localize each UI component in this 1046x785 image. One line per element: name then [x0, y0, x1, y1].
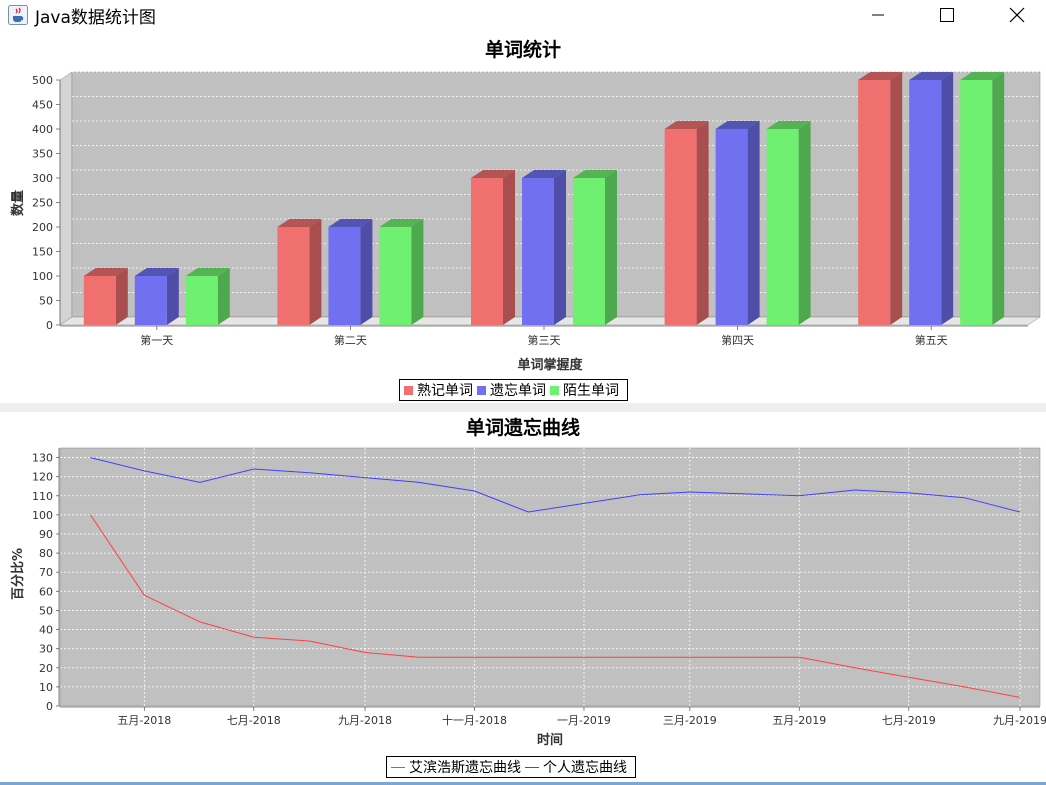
- window-title: Java数据统计图: [35, 7, 156, 28]
- line-x-tick-label: 十一月-2018: [442, 713, 507, 727]
- title-bar: Java数据统计图: [0, 0, 1046, 30]
- line-y-tick-label: 90: [39, 528, 53, 541]
- line-y-tick-label: 40: [39, 624, 53, 637]
- bar-x-tick-label: 第四天: [721, 333, 754, 347]
- bar-chart-ylabel: 数量: [10, 190, 26, 216]
- line-y-tick-label: 50: [39, 604, 53, 617]
- series-line-0: [90, 514, 1021, 698]
- legend-item: 个人遗忘曲线: [525, 757, 627, 777]
- bar: [471, 170, 515, 325]
- bar-chart-legend: 熟记单词 遗忘单词 陌生单词: [399, 379, 628, 401]
- bar-y-tick-label: 500: [32, 74, 53, 87]
- panel-divider: [0, 403, 1046, 412]
- line-y-tick-label: 20: [39, 662, 53, 675]
- legend-label: 个人遗忘曲线: [543, 760, 627, 776]
- line-x-tick-label: 九月-2018: [338, 714, 392, 727]
- legend-item: 熟记单词: [404, 380, 473, 400]
- line-y-tick-label: 0: [46, 700, 53, 713]
- line-y-tick-label: 70: [39, 566, 53, 579]
- bar-x-tick-label: 第一天: [140, 333, 173, 347]
- legend-swatch: [550, 385, 559, 395]
- line-chart-legend: 艾滨浩斯遗忘曲线 个人遗忘曲线: [386, 756, 636, 778]
- bar-chart: 单词统计 0 50 100 150 200 250 300 350 400 450 500 第一天 第二…: [10, 38, 1041, 373]
- bar: [573, 170, 617, 325]
- legend-item: 遗忘单词: [477, 380, 546, 400]
- line-x-tick-label: 一月-2019: [557, 714, 611, 727]
- bar: [909, 72, 954, 325]
- line-y-tick-label: 10: [39, 681, 53, 694]
- bar-y-tick-label: 200: [32, 221, 53, 234]
- bar: [185, 268, 230, 325]
- line-x-tick-label: 九月-2019: [993, 714, 1046, 727]
- bar-y-tick-label: 150: [32, 246, 53, 259]
- legend-item: 艾滨浩斯遗忘曲线: [391, 757, 521, 777]
- legend-item: 陌生单词: [550, 380, 619, 400]
- bar-y-tick-label: 100: [32, 270, 53, 283]
- line-y-tick-label: 110: [32, 490, 53, 503]
- bar-x-tick-label: 第三天: [528, 333, 561, 347]
- line-x-tick-label: 七月-2019: [882, 714, 936, 727]
- bar-y-tick-label: 450: [32, 99, 53, 112]
- maximize-icon: [940, 8, 954, 22]
- line-x-tick-label: 三月-2019: [663, 714, 717, 727]
- bar: [134, 268, 179, 325]
- bar-chart-panel: 单词统计 0 50 100 150 200 250 300 350 400 450 500 第一天 第二…: [0, 31, 1046, 403]
- close-icon: [1009, 7, 1025, 23]
- bar-y-tick-label: 300: [32, 172, 53, 185]
- series-line-1: [90, 457, 1021, 513]
- bar-y-tick-label: 400: [32, 123, 53, 136]
- bar-y-tick-label: 0: [46, 319, 53, 332]
- legend-label: 艾滨浩斯遗忘曲线: [409, 760, 521, 776]
- bar-x-tick-label: 第五天: [915, 333, 948, 347]
- line-y-tick-label: 130: [32, 452, 53, 465]
- close-button[interactable]: [994, 0, 1040, 30]
- line-x-tick-label: 七月-2018: [227, 714, 281, 727]
- bar: [83, 268, 128, 325]
- bar-y-tick-label: 350: [32, 148, 53, 161]
- line-y-tick-label: 60: [39, 585, 53, 598]
- line-x-tick-label: 五月-2018: [117, 714, 171, 727]
- line-x-tick-label: 五月-2019: [772, 714, 826, 727]
- bar-chart-xlabel: 单词掌握度: [517, 357, 583, 373]
- line-y-tick-label: 80: [39, 547, 53, 560]
- legend-swatch: [404, 385, 413, 395]
- minimize-button[interactable]: [855, 0, 901, 30]
- window-bottom-edge: [0, 782, 1046, 785]
- minimize-icon: [872, 14, 884, 16]
- legend-line-swatch: [525, 766, 539, 768]
- bar: [766, 121, 811, 325]
- line-chart: 单词遗忘曲线 0 10 20 30 40 50 60 70 80 90 100 110 120 130 五月…: [10, 416, 1046, 748]
- bar: [664, 121, 709, 325]
- legend-label: 遗忘单词: [490, 383, 546, 399]
- line-chart-xlabel: 时间: [537, 732, 563, 748]
- bar: [960, 72, 1005, 325]
- legend-label: 熟记单词: [417, 383, 473, 399]
- line-y-tick-label: 30: [39, 643, 53, 656]
- legend-swatch: [477, 385, 486, 395]
- line-chart-panel: 单词遗忘曲线 0 10 20 30 40 50 60 70 80 90 100 110 120 130 五月…: [0, 412, 1046, 782]
- bar-y-tick-label: 50: [39, 295, 53, 308]
- bar-y-tick-label: 250: [32, 197, 53, 210]
- java-cup-icon: [7, 4, 29, 26]
- line-y-tick-label: 100: [32, 509, 53, 522]
- bar: [379, 219, 424, 325]
- line-chart-ylabel: 百分比%: [10, 548, 26, 600]
- bar-chart-title: 单词统计: [485, 38, 561, 61]
- bar: [328, 219, 373, 325]
- bar: [277, 219, 322, 325]
- bar-x-tick-label: 第二天: [334, 333, 367, 347]
- bar: [858, 72, 903, 325]
- line-chart-title: 单词遗忘曲线: [466, 416, 580, 439]
- legend-line-swatch: [391, 766, 405, 768]
- legend-label: 陌生单词: [563, 383, 619, 399]
- bar: [715, 121, 760, 325]
- maximize-button[interactable]: [924, 0, 970, 30]
- line-y-tick-label: 120: [32, 471, 53, 484]
- bar: [522, 170, 566, 325]
